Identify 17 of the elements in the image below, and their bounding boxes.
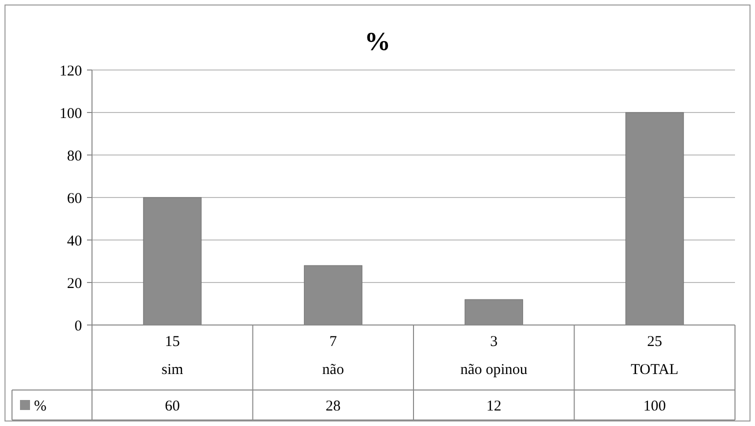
- data-label: 28: [326, 398, 341, 414]
- y-tick-label: 20: [67, 276, 82, 292]
- x-tick-label: 7 não: [322, 334, 344, 378]
- y-tick-label: 0: [74, 318, 82, 334]
- x-tick-label: 25 TOTAL: [630, 334, 678, 378]
- x-tick-label: 3 não opinou: [460, 334, 528, 378]
- y-tick-label: 60: [67, 190, 82, 207]
- legend-label: %: [34, 398, 46, 414]
- y-tick-label: 120: [60, 63, 82, 80]
- chart-title: %: [364, 27, 390, 56]
- y-tick-label: 100: [60, 106, 82, 122]
- x-tick-label: 15 sim: [162, 334, 184, 378]
- data-label: 100: [643, 398, 666, 414]
- y-tick-label: 40: [67, 233, 82, 250]
- data-label: 12: [486, 398, 502, 414]
- data-label: 60: [164, 398, 180, 414]
- y-tick-label: 80: [67, 148, 82, 164]
